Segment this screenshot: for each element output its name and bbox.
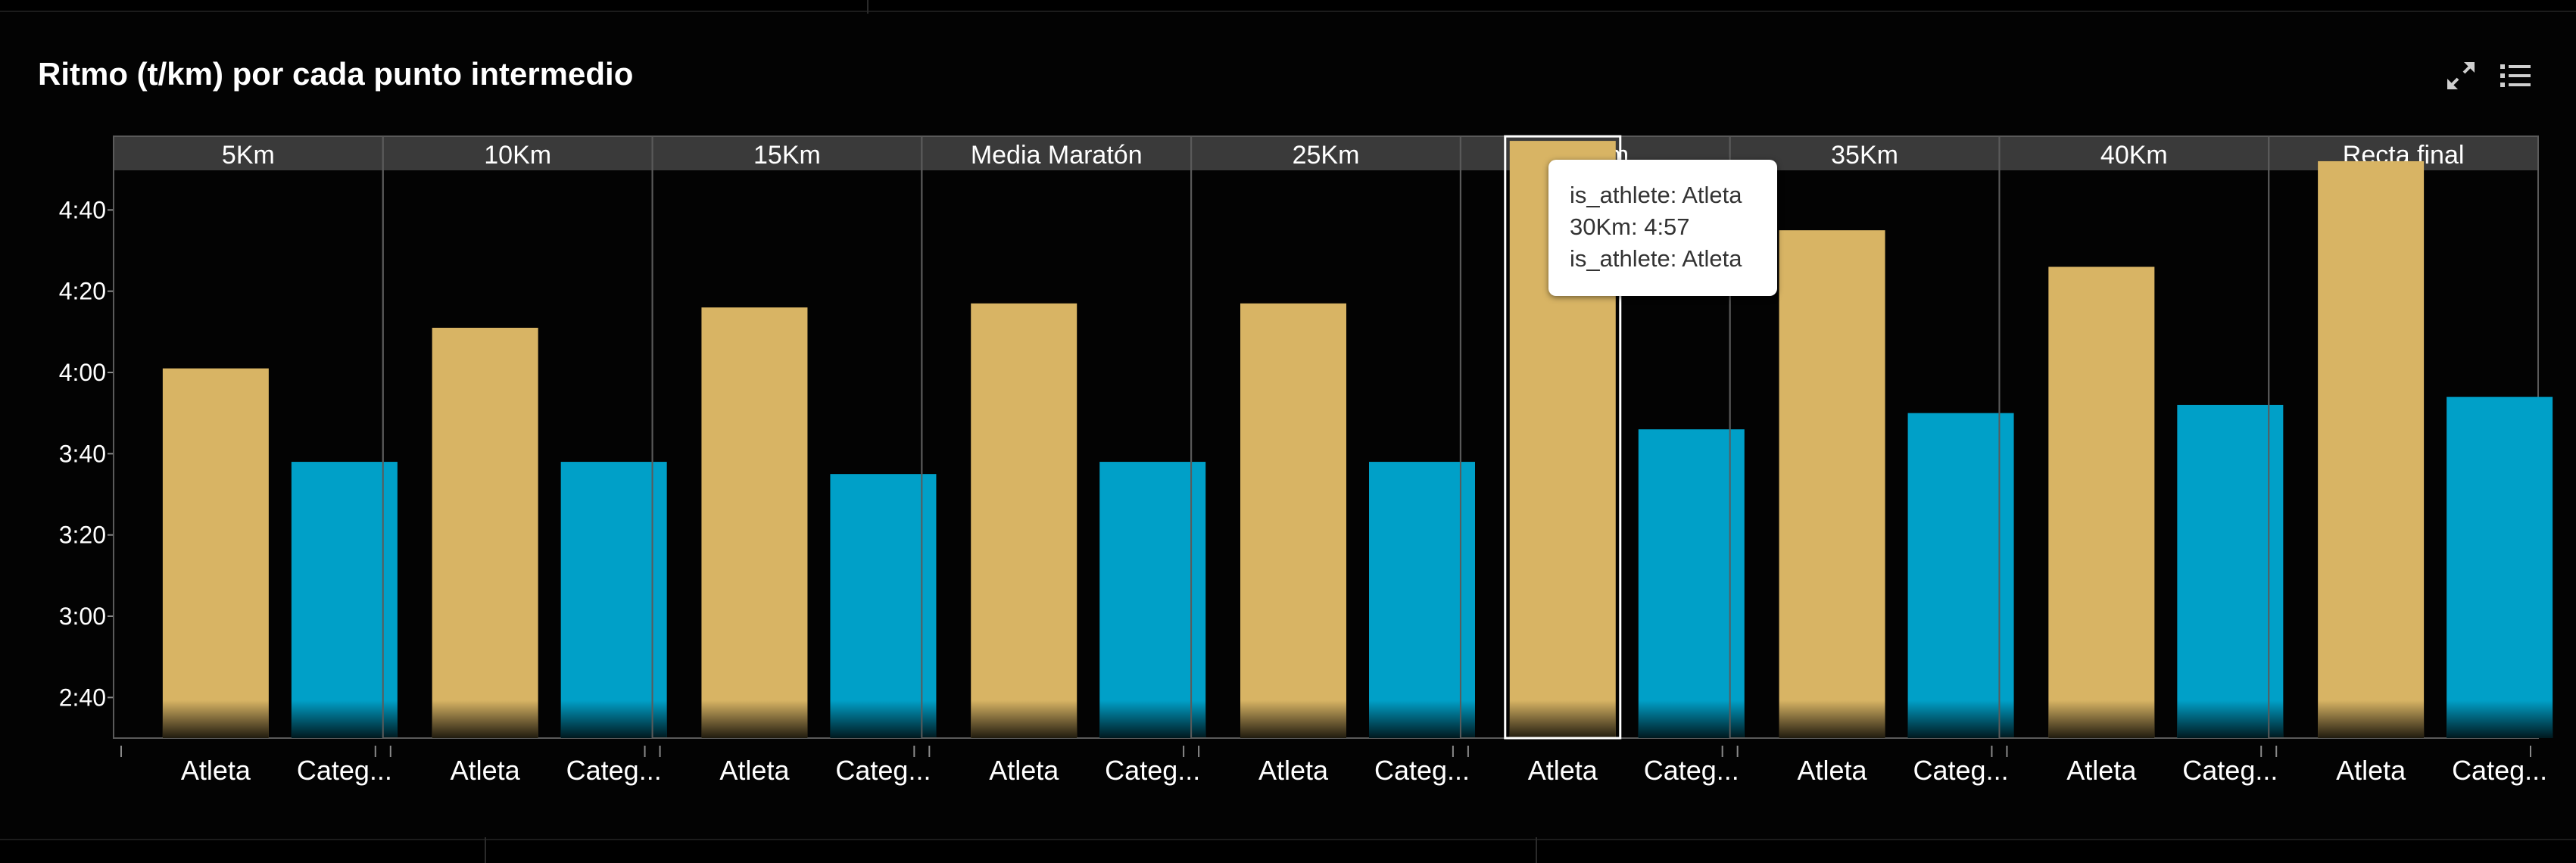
bar-fade (701, 700, 808, 738)
bottom-divider (485, 837, 486, 863)
x-tick-label: Categ... (1913, 755, 2009, 786)
bar (1240, 303, 1346, 738)
tooltip: is_athlete: Atleta 30Km: 4:57 is_athlete… (1548, 160, 1777, 296)
bar (1099, 462, 1206, 738)
bar (1638, 429, 1745, 738)
x-tick-label: Atleta (2336, 755, 2406, 786)
y-tick-label: 4:20 (59, 278, 106, 305)
x-tick-label: Atleta (1258, 755, 1329, 786)
bar (2048, 266, 2155, 738)
chart-title: Ritmo (t/km) por cada punto intermedio (38, 56, 634, 92)
y-tick-label: 3:00 (59, 603, 106, 630)
x-tick-label: Categ... (1374, 755, 1470, 786)
x-tick-label: Categ... (1644, 755, 1739, 786)
y-tick-label: 4:40 (59, 196, 106, 223)
bar-fade (1907, 700, 2014, 738)
facet-label: 25Km (1293, 141, 1360, 170)
bar (1779, 230, 1885, 739)
bar-fade (1779, 700, 1885, 738)
bar-fade (2447, 700, 2553, 738)
y-tick-label: 2:40 (59, 684, 106, 711)
bar-fade (162, 700, 269, 738)
bar (432, 327, 538, 738)
facet-label: 10Km (484, 141, 551, 170)
y-tick-label: 3:20 (59, 522, 106, 549)
bottom-divider (1536, 837, 1537, 863)
facet-label: 5Km (222, 141, 275, 170)
bar-fade (1099, 700, 1206, 738)
facet-header (1191, 136, 1461, 170)
x-tick-label: Atleta (181, 755, 251, 786)
bar (560, 462, 667, 738)
x-tick-label: Categ... (566, 755, 662, 786)
facet-header (1999, 136, 2269, 170)
facet-label: Media Maratón (971, 141, 1143, 170)
facet-label: 40Km (2100, 141, 2168, 170)
x-tick-label: Atleta (2066, 755, 2137, 786)
x-tick-label: Categ... (2182, 755, 2278, 786)
bar-fade (1369, 700, 1475, 738)
bar (2177, 404, 2284, 738)
bar (291, 462, 398, 738)
x-tick-label: Atleta (989, 755, 1059, 786)
x-tick-label: Categ... (835, 755, 931, 786)
bar (1907, 413, 2014, 738)
facet-label: 35Km (1831, 141, 1898, 170)
bar-fade (830, 700, 937, 738)
tooltip-line: 30Km: 4:57 (1570, 213, 1690, 240)
y-tick-label: 3:40 (59, 440, 106, 467)
bar-fade (291, 700, 398, 738)
bar-highlight (1504, 135, 1622, 740)
x-tick-label: Categ... (1105, 755, 1200, 786)
x-tick-label: Atleta (1798, 755, 1868, 786)
top-divider (867, 0, 869, 14)
bar (162, 368, 269, 738)
y-tick-label: 4:00 (59, 359, 106, 386)
bar-fade (2318, 700, 2425, 738)
bar-fade (1240, 700, 1346, 738)
tooltip-line: is_athlete: Atleta (1570, 182, 1742, 208)
bar-fade (560, 700, 667, 738)
bar (701, 307, 808, 739)
facet-header (114, 136, 383, 170)
x-tick-label: Atleta (719, 755, 790, 786)
bar-fade (2048, 700, 2155, 738)
bar (2318, 160, 2425, 738)
facet-label: 15Km (753, 141, 821, 170)
legend-list-icon[interactable] (2497, 58, 2534, 94)
expand-icon[interactable] (2443, 58, 2479, 94)
bar (1369, 462, 1475, 738)
bar-fade (2177, 700, 2284, 738)
tooltip-line: is_athlete: Atleta (1570, 245, 1742, 272)
facet-header (922, 136, 1192, 170)
facet-header (382, 136, 653, 170)
x-tick-label: Categ... (2452, 755, 2547, 786)
bar (971, 303, 1077, 738)
bar-fade (432, 700, 538, 738)
x-tick-label: Atleta (1528, 755, 1598, 786)
x-tick-label: Categ... (297, 755, 392, 786)
facet-header (652, 136, 922, 170)
bar (2447, 397, 2553, 738)
x-tick-label: Atleta (451, 755, 521, 786)
bar-fade (971, 700, 1077, 738)
bar-fade (1638, 700, 1745, 738)
bar (830, 474, 937, 738)
bar-fade (1509, 700, 1616, 738)
